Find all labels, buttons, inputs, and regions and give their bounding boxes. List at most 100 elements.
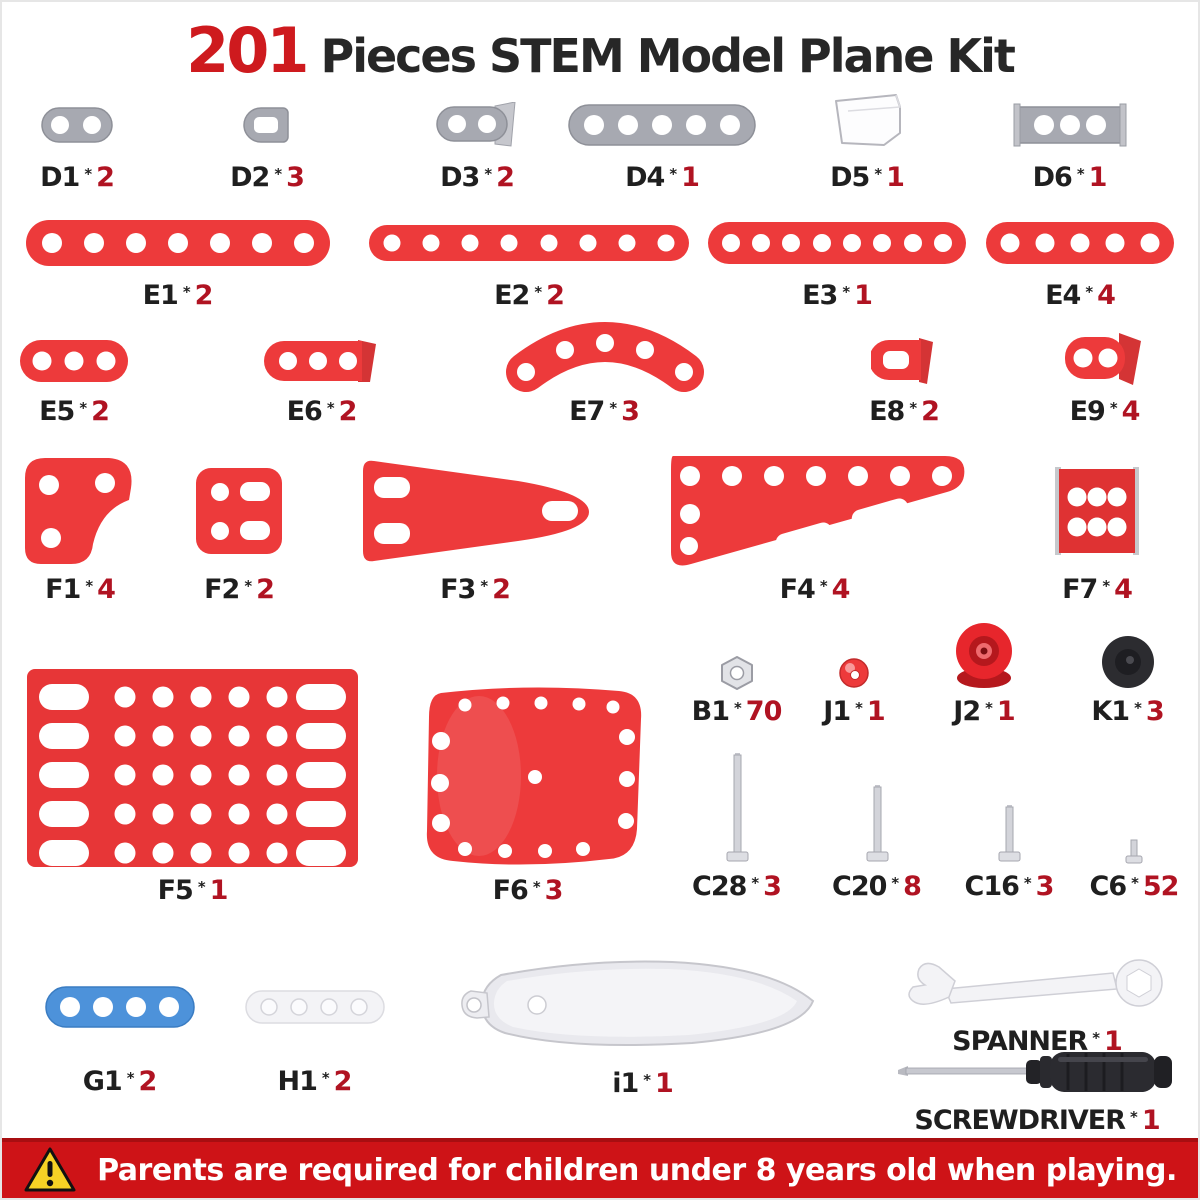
part-item-f4: F4 * 4 <box>647 454 982 605</box>
part-item-j1: J1 * 1 <box>804 614 904 727</box>
part-e8-label: E8 * 2 <box>869 396 940 427</box>
part-c20-label: C20 * 8 <box>832 871 922 902</box>
part-j2-label: J2 * 1 <box>953 696 1015 727</box>
warning-triangle-icon <box>23 1146 77 1194</box>
part-item-d6: D6 * 1 <box>1002 94 1137 193</box>
e9-connector-icon <box>1047 328 1162 390</box>
part-item-d3: D3 * 2 <box>402 94 552 193</box>
e1-strip-icon <box>20 212 335 274</box>
part-g1-label: G1 * 2 <box>82 1066 158 1097</box>
e7-curved-strip-icon <box>494 314 714 392</box>
part-item-b1: B1 * 70 <box>684 614 789 727</box>
j2-pulley-wheel-icon <box>924 614 1044 690</box>
part-d5-label: D5 * 1 <box>830 162 905 193</box>
part-c16-label: C16 * 3 <box>964 871 1055 902</box>
i1-canopy-icon <box>450 950 835 1062</box>
part-item-e9: E9 * 4 <box>1047 328 1162 427</box>
part-item-spanner: SPANNER * 1 <box>887 952 1187 1057</box>
spanner-icon <box>887 952 1187 1020</box>
part-item-h1: H1 * 2 <box>237 954 392 1097</box>
c6-screw-icon <box>1084 739 1184 865</box>
c16-screw-icon <box>959 739 1059 865</box>
part-e1-label: E1 * 2 <box>142 280 214 311</box>
part-b1-label: B1 * 70 <box>691 696 783 727</box>
h1-strip-icon <box>237 954 392 1060</box>
j1-cap-icon <box>804 614 904 690</box>
part-i1-label: i1 * 1 <box>612 1068 674 1099</box>
title-count: 201 <box>186 14 309 87</box>
part-item-f1: F1 * 4 <box>10 454 150 605</box>
title-text: Pieces STEM Model Plane Kit <box>320 29 1015 83</box>
part-f5-label: F5 * 1 <box>157 875 229 906</box>
part-h1-label: H1 * 2 <box>277 1066 353 1097</box>
part-d1-label: D1 * 2 <box>40 162 115 193</box>
part-e4-label: E4 * 4 <box>1045 280 1116 311</box>
part-f6-label: F6 * 3 <box>492 875 564 906</box>
part-e2-label: E2 * 2 <box>494 280 565 311</box>
warning-banner: Parents are required for children under … <box>2 1138 1198 1198</box>
part-f7-label: F7 * 4 <box>1062 574 1133 605</box>
part-item-k1: K1 * 3 <box>1070 614 1185 727</box>
part-item-g1: G1 * 2 <box>37 954 202 1097</box>
page-title: 201 Pieces STEM Model Plane Kit <box>2 14 1198 87</box>
part-item-c6: C6 * 52 <box>1084 739 1184 902</box>
f4-plate-icon <box>647 454 982 568</box>
part-d3-label: D3 * 2 <box>440 162 515 193</box>
d3-connector-icon <box>402 94 552 156</box>
d2-connector-icon <box>202 94 332 156</box>
part-f4-label: F4 * 4 <box>779 574 851 605</box>
part-item-d2: D2 * 3 <box>202 94 332 193</box>
part-item-c20: C20 * 8 <box>824 739 929 902</box>
screwdriver-icon <box>887 1044 1187 1099</box>
part-item-e1: E1 * 2 <box>20 212 335 311</box>
part-item-f5: F5 * 1 <box>20 657 365 906</box>
f2-plate-icon <box>174 454 304 568</box>
part-item-e4: E4 * 4 <box>980 212 1180 311</box>
part-item-i1: i1 * 1 <box>450 950 835 1099</box>
part-d6-label: D6 * 1 <box>1032 162 1108 193</box>
part-item-e5: E5 * 2 <box>14 332 134 427</box>
part-d4-label: D4 * 1 <box>625 162 700 193</box>
e2-strip-icon <box>364 212 694 274</box>
part-j1-label: J1 * 1 <box>823 696 885 727</box>
part-e6-label: E6 * 2 <box>286 396 358 427</box>
part-screwdriver-label: SCREWDRIVER * 1 <box>914 1105 1160 1136</box>
part-item-f7: F7 * 4 <box>1037 454 1157 605</box>
g1-strip-icon <box>37 954 202 1060</box>
e4-strip-icon <box>980 212 1180 274</box>
part-item-f2: F2 * 2 <box>174 454 304 605</box>
part-item-f3: F3 * 2 <box>350 454 600 605</box>
part-c6-label: C6 * 52 <box>1089 871 1180 902</box>
part-item-e8: E8 * 2 <box>854 332 954 427</box>
d4-strip-icon <box>562 94 762 156</box>
part-item-c16: C16 * 3 <box>959 739 1059 902</box>
part-item-d1: D1 * 2 <box>12 94 142 193</box>
warning-text: Parents are required for children under … <box>97 1152 1177 1188</box>
part-item-f6: F6 * 3 <box>400 657 655 906</box>
part-e5-label: E5 * 2 <box>39 396 110 427</box>
part-item-e6: E6 * 2 <box>254 332 389 427</box>
f1-plate-icon <box>10 454 150 568</box>
e8-connector-icon <box>854 332 954 390</box>
part-e3-label: E3 * 1 <box>802 280 873 311</box>
f5-base-plate-icon <box>20 657 365 869</box>
part-item-screwdriver: SCREWDRIVER * 1 <box>887 1044 1187 1136</box>
part-e7-label: E7 * 3 <box>569 396 640 427</box>
part-item-d5: D5 * 1 <box>807 88 927 193</box>
part-f2-label: F2 * 2 <box>204 574 275 605</box>
f6-curved-plate-icon <box>400 657 655 869</box>
part-item-c28: C28 * 3 <box>684 739 789 902</box>
d6-strip-icon <box>1002 94 1137 156</box>
k1-wheel-icon <box>1070 614 1185 690</box>
f7-channel-plate-icon <box>1037 454 1157 568</box>
part-item-e3: E3 * 1 <box>702 212 972 311</box>
f3-plate-icon <box>350 454 600 568</box>
e6-strip-icon <box>254 332 389 390</box>
part-f1-label: F1 * 4 <box>45 574 116 605</box>
part-e9-label: E9 * 4 <box>1069 396 1141 427</box>
part-c28-label: C28 * 3 <box>692 871 782 902</box>
d5-bracket-icon <box>807 88 927 156</box>
b1-nut-icon <box>684 614 789 690</box>
c28-screw-icon <box>684 739 789 865</box>
part-item-d4: D4 * 1 <box>562 94 762 193</box>
